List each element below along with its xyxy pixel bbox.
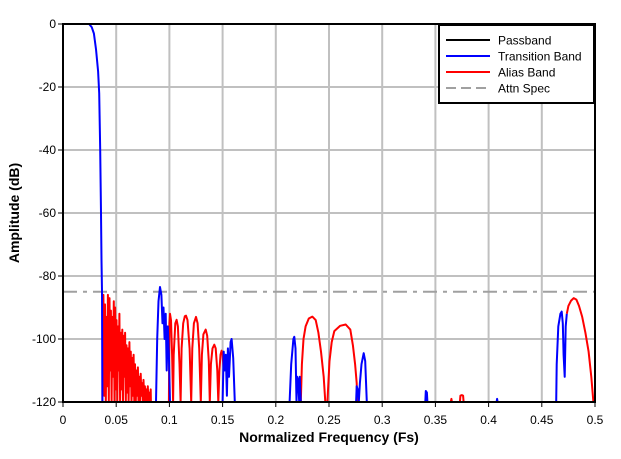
transition-band-line <box>495 397 499 403</box>
legend-label: Attn Spec <box>498 82 550 96</box>
y-tick-label: -40 <box>39 143 57 157</box>
x-tick-label: 0.35 <box>424 413 448 427</box>
alias-band-line <box>326 323 359 403</box>
x-tick-label: 0.45 <box>530 413 554 427</box>
transition-band-line <box>221 338 236 403</box>
alias-band-line <box>458 394 465 403</box>
alias-band-line <box>565 297 595 403</box>
legend-label: Passband <box>498 34 551 48</box>
x-tick-label: 0.25 <box>317 413 341 427</box>
x-tick-label: 0.4 <box>480 413 497 427</box>
y-tick-label: -60 <box>39 206 57 220</box>
x-tick-label: 0.15 <box>211 413 235 427</box>
x-axis-ticks: 0 0.05 0.1 0.15 0.2 0.25 0.3 0.35 0.4 0.45 0.5 <box>60 402 604 427</box>
alias-band-line <box>449 397 453 403</box>
transition-band-line <box>155 286 171 403</box>
y-tick-label: -120 <box>32 395 56 409</box>
y-tick-label: -20 <box>39 80 57 94</box>
y-tick-label: -100 <box>32 332 56 346</box>
y-axis-label: Amplitude (dB) <box>6 163 22 263</box>
transition-band-line <box>555 310 568 403</box>
x-tick-label: 0.3 <box>374 413 391 427</box>
x-tick-label: 0 <box>60 413 67 427</box>
legend-label: Transition Band <box>498 50 582 64</box>
legend-box <box>438 24 595 104</box>
y-axis-ticks: 0 -20 -40 -60 -80 -100 -120 <box>32 17 63 409</box>
legend: Passband Transition Band Alias Band Attn Sp… <box>438 24 595 104</box>
transition-band-line <box>424 390 429 403</box>
alias-band-line <box>167 312 225 403</box>
transition-band-line <box>355 352 368 403</box>
legend-label: Alias Band <box>498 66 555 80</box>
x-tick-label: 0.2 <box>267 413 284 427</box>
alias-band-line <box>299 315 327 403</box>
y-tick-label: 0 <box>49 17 56 31</box>
x-tick-label: 0.1 <box>161 413 178 427</box>
x-axis-label: Normalized Frequency (Fs) <box>239 429 419 445</box>
plot-lines <box>63 23 595 403</box>
transition-band-line <box>88 23 104 403</box>
x-tick-label: 0.05 <box>105 413 129 427</box>
x-tick-label: 0.5 <box>587 413 604 427</box>
alias-band-line <box>101 293 152 403</box>
y-tick-label: -80 <box>39 269 57 283</box>
transition-band-line <box>288 335 302 403</box>
grid <box>63 24 595 402</box>
